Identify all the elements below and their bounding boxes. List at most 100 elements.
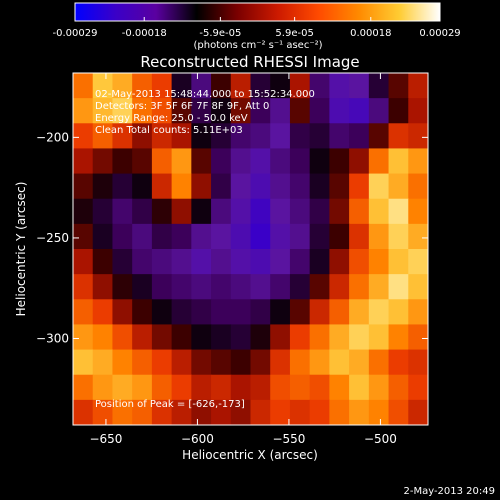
heatmap-cell [211,374,232,401]
heatmap-cell [92,123,114,150]
heatmap-cell [230,274,252,300]
heatmap-cell [151,249,173,275]
heatmap-cell [270,198,291,225]
heatmap-cell [132,223,153,250]
colorbar-tick-labels: -0.00029 -0.00018 -5.9e-05 5.9e-05 0.00018 0.… [53,28,461,39]
heatmap-cell [368,374,390,401]
heatmap-cell [230,123,252,150]
colorbar-tick-label: -0.00018 [122,28,167,39]
colorbar-tick-label: 0.00029 [419,28,460,39]
colorbar-gradient [75,3,440,21]
heatmap-cell [171,73,192,99]
heatmap-cell [250,198,271,225]
heatmap-cell [191,274,212,300]
heatmap-cell [309,299,330,326]
heatmap-cell [132,98,153,124]
heatmap-cell [211,399,232,425]
heatmap-cell [408,324,428,351]
heatmap-cell [368,98,390,124]
y-tick-label: −200 [36,130,69,144]
heatmap-cell [250,299,271,326]
heatmap-cell [250,173,271,200]
heatmap-cell [289,249,311,275]
heatmap-cell [309,324,330,351]
heatmap-cell [191,399,212,425]
heatmap-cell [92,274,114,300]
heatmap-cell [270,98,291,124]
heatmap-cell [388,299,409,326]
heatmap-cell [309,198,330,225]
heatmap-cell [112,73,133,99]
heatmap-cell [230,173,252,200]
heatmap-cell [171,399,192,425]
heatmap-cell [408,374,428,401]
heatmap-cell [73,223,94,250]
heatmap-cell [171,198,192,225]
heatmap-cell [408,173,428,200]
heatmap-cell [132,324,153,351]
heatmap-cell [270,249,291,275]
heatmap-cell [408,98,428,124]
heatmap-cell [388,98,409,124]
heatmap-cell [329,299,350,326]
heatmap-cell [289,98,311,124]
heatmap-cell [92,173,114,200]
annotation-time-range: 02-May-2013 15:48:44.000 to 15:52:34.000 [95,89,315,100]
colorbar-ticks [74,17,441,21]
heatmap-cell [112,349,133,376]
heatmap-cell [92,399,114,425]
heatmap-cell [191,349,212,376]
heatmap-cell [92,349,114,376]
y-axis: −200 −250 −300 [36,130,428,346]
heatmap-cell [132,249,153,275]
heatmap-cell [191,123,212,150]
x-tick-label: −650 [89,432,122,446]
heatmap-cell [151,349,173,376]
heatmap-cell [73,198,94,225]
heatmap-cell [289,349,311,376]
heatmap-cell [368,123,390,150]
heatmap-cell [368,274,390,300]
heatmap-cell [388,324,409,351]
heatmap-cell [309,249,330,275]
heatmap-cell [368,324,390,351]
heatmap-cell [132,148,153,175]
heatmap-cell [368,73,390,99]
heatmap-cell [191,148,212,175]
heatmap-cell [289,299,311,326]
heatmap-cell [191,299,212,326]
heatmap-cell [230,249,252,275]
heatmap-cell [270,324,291,351]
heatmap-cell [132,349,153,376]
heatmap-cell [289,274,311,300]
heatmap-cell [171,148,192,175]
heatmap-cell [388,198,409,225]
heatmap-cell [132,374,153,401]
heatmap-cell [289,73,311,99]
heatmap-cell [368,399,390,425]
heatmap-cell [151,173,173,200]
heatmap-cell [191,98,212,124]
heatmap-cell [132,173,153,200]
heatmap-cell [112,98,133,124]
heatmap-cell [92,148,114,175]
heatmap-cell [211,123,232,150]
heatmap-cell [132,73,153,99]
heatmap-cell [73,349,94,376]
heatmap-cell [211,148,232,175]
heatmap-cell [349,73,370,99]
heatmap-cell [250,274,271,300]
heatmap-cell [329,98,350,124]
heatmap-cell [132,399,153,425]
x-tick-label: −500 [364,432,397,446]
heatmap-cell [250,399,271,425]
plot-frame [72,72,429,426]
heatmap-cell [92,223,114,250]
heatmap-cell [132,198,153,225]
heatmap-cell [250,123,271,150]
heatmap-cell [329,73,350,99]
heatmap-cell [349,148,370,175]
heatmap-cell [112,198,133,225]
heatmap-cell [73,249,94,275]
